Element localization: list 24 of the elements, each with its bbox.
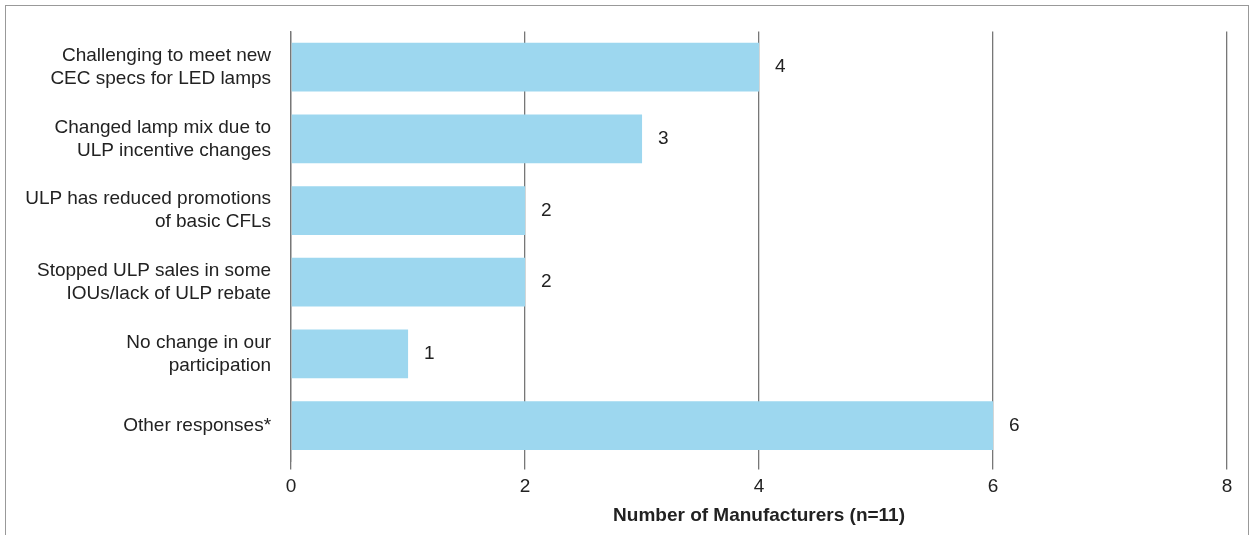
data-label: 6: [1009, 413, 1020, 435]
y-tick-label: No change in our participation: [126, 330, 272, 375]
data-label: 1: [424, 342, 435, 364]
bar: [291, 42, 760, 92]
y-tick-label: Changed lamp mix due to ULP incentive changes: [54, 115, 272, 160]
y-tick-label: Other responses*: [123, 413, 272, 435]
data-label: 2: [541, 198, 552, 220]
x-tick-label: 2: [519, 475, 531, 497]
x-tick-label: 6: [987, 475, 999, 497]
bar: [291, 401, 994, 450]
data-label: 4: [775, 55, 787, 77]
x-tick-label: 8: [1221, 475, 1233, 497]
bar: [291, 329, 409, 379]
data-label: 3: [658, 127, 669, 149]
x-tick-label: 0: [285, 475, 297, 497]
x-axis-title: Number of Manufacturers (n=11): [613, 503, 905, 525]
y-tick-label: Stopped ULP sales in some IOUs/lack of ULP rebate: [36, 259, 272, 303]
bar: [291, 257, 526, 307]
y-tick-label: Challenging to meet new CEC specs for LED lamps: [50, 44, 272, 88]
x-tick-label: 4: [753, 475, 765, 497]
bar: [291, 186, 526, 235]
data-label: 2: [541, 270, 552, 292]
bar: [291, 114, 643, 164]
y-tick-label: ULP has reduced promotions of basic CFLs: [25, 187, 272, 232]
